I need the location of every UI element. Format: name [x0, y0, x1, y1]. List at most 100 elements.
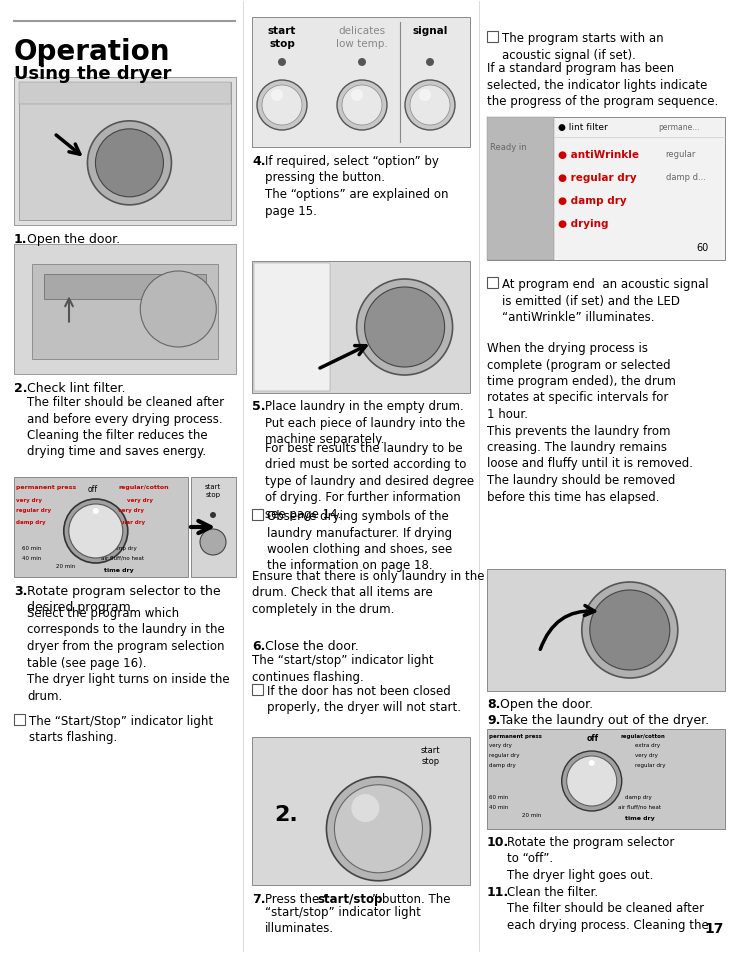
- Text: ” button. The: ” button. The: [372, 892, 450, 905]
- Text: 20 min: 20 min: [56, 563, 75, 568]
- Bar: [487, 118, 725, 261]
- Circle shape: [334, 785, 422, 873]
- Circle shape: [405, 81, 455, 131]
- Circle shape: [419, 90, 431, 102]
- Text: start/stop: start/stop: [317, 892, 382, 905]
- Text: regular/cotton: regular/cotton: [620, 733, 665, 739]
- Text: Open the door.: Open the door.: [27, 233, 120, 246]
- Text: Select the program which
corresponds to the laundry in the
dryer from the progra: Select the program which corresponds to …: [27, 606, 230, 701]
- Text: damp dry: damp dry: [489, 762, 516, 767]
- Circle shape: [200, 530, 226, 556]
- Circle shape: [358, 59, 366, 67]
- Text: very dry: very dry: [489, 742, 512, 747]
- Text: The “Start/Stop” indicator light
starts flashing.: The “Start/Stop” indicator light starts …: [29, 714, 213, 743]
- Text: 11.: 11.: [487, 885, 509, 898]
- Text: 60: 60: [697, 243, 708, 253]
- Text: 2.: 2.: [274, 803, 297, 823]
- Text: At program end  an acoustic signal
is emitted (if set) and the LED
“antiWrinkle”: At program end an acoustic signal is emi…: [502, 277, 708, 324]
- Text: Rotate program selector to the
desired program.: Rotate program selector to the desired p…: [27, 584, 221, 614]
- Bar: [19, 83, 231, 221]
- Text: damp dry: damp dry: [625, 794, 652, 800]
- Text: permanent press: permanent press: [16, 484, 76, 490]
- Text: ● drying: ● drying: [559, 219, 609, 229]
- Bar: [254, 264, 331, 392]
- Circle shape: [210, 513, 216, 518]
- Circle shape: [582, 582, 677, 679]
- Circle shape: [590, 590, 670, 670]
- Circle shape: [337, 81, 387, 131]
- Text: ● antiWrinkle: ● antiWrinkle: [559, 150, 639, 160]
- Text: start
stop: start stop: [268, 26, 296, 49]
- Text: regular dry: regular dry: [489, 752, 520, 758]
- Text: regular dry: regular dry: [110, 519, 145, 524]
- Bar: [44, 274, 206, 299]
- Text: damp dry: damp dry: [110, 545, 137, 551]
- Circle shape: [87, 122, 171, 206]
- Text: 6.: 6.: [252, 639, 266, 652]
- Text: ● damp dry: ● damp dry: [559, 195, 627, 206]
- Bar: [14, 78, 236, 226]
- Bar: [487, 569, 725, 691]
- Circle shape: [567, 757, 617, 806]
- Text: Press the “: Press the “: [265, 892, 329, 905]
- Text: For best results the laundry to be
dried must be sorted according to
type of lau: For best results the laundry to be dried…: [265, 441, 474, 520]
- Bar: [14, 245, 236, 375]
- Text: 9.: 9.: [487, 713, 500, 726]
- Text: 7.: 7.: [252, 892, 266, 905]
- Bar: [487, 32, 498, 43]
- Text: Take the laundry out of the dryer.: Take the laundry out of the dryer.: [500, 713, 709, 726]
- Text: 20 min: 20 min: [522, 812, 541, 817]
- Text: Ready in: Ready in: [490, 143, 527, 152]
- Circle shape: [562, 751, 621, 811]
- Circle shape: [278, 59, 286, 67]
- Text: start
stop: start stop: [421, 745, 441, 765]
- Text: damp dry: damp dry: [16, 519, 46, 524]
- Circle shape: [351, 90, 363, 102]
- Text: 8.: 8.: [487, 698, 500, 710]
- Bar: [252, 738, 470, 885]
- Bar: [487, 277, 498, 289]
- Circle shape: [95, 130, 163, 197]
- Text: The “start/stop” indicator light
continues flashing.: The “start/stop” indicator light continu…: [252, 654, 434, 682]
- Text: ● lint filter: ● lint filter: [559, 123, 608, 132]
- Text: 5.: 5.: [252, 399, 266, 413]
- Text: regular: regular: [666, 150, 696, 159]
- Circle shape: [326, 777, 430, 881]
- Text: start
stop: start stop: [205, 483, 221, 497]
- Text: Open the door.: Open the door.: [500, 698, 593, 710]
- Bar: [252, 684, 263, 696]
- Circle shape: [365, 288, 444, 368]
- Bar: [487, 729, 725, 829]
- Text: Clean the filter.
The filter should be cleaned after
each drying process. Cleani: Clean the filter. The filter should be c…: [507, 885, 708, 931]
- Text: very dry: very dry: [16, 497, 42, 502]
- Text: regular dry: regular dry: [16, 507, 51, 513]
- Text: regular dry: regular dry: [635, 762, 665, 767]
- Circle shape: [589, 760, 595, 766]
- Text: air fluff/no heat: air fluff/no heat: [618, 804, 661, 809]
- Text: Ensure that there is only laundry in the
drum. Check that all items are
complete: Ensure that there is only laundry in the…: [252, 569, 485, 616]
- Text: When the drying process is
complete (program or selected
time program ended), th: When the drying process is complete (pro…: [487, 341, 693, 503]
- Text: permane...: permane...: [658, 123, 700, 132]
- Bar: [252, 18, 470, 148]
- Text: 40 min: 40 min: [489, 804, 508, 809]
- Text: damp d...: damp d...: [666, 172, 706, 182]
- Text: ● regular dry: ● regular dry: [559, 172, 637, 183]
- Text: delicates
low temp.: delicates low temp.: [336, 26, 388, 49]
- Bar: [14, 477, 188, 578]
- Text: very dry: very dry: [127, 497, 153, 502]
- Text: If the door has not been closed
properly, the dryer will not start.: If the door has not been closed properly…: [267, 684, 461, 714]
- Circle shape: [257, 81, 307, 131]
- Text: very dry: very dry: [635, 752, 658, 758]
- Text: air fluff/no heat: air fluff/no heat: [101, 556, 144, 560]
- Text: time dry: time dry: [625, 815, 655, 821]
- Bar: [14, 714, 25, 725]
- Text: Observe drying symbols of the
laundry manufacturer. If drying
woolen clothing an: Observe drying symbols of the laundry ma…: [267, 510, 452, 572]
- Text: time dry: time dry: [105, 567, 134, 573]
- Text: “start/stop” indicator light
illuminates.: “start/stop” indicator light illuminates…: [265, 905, 421, 935]
- Bar: [19, 83, 231, 105]
- Text: regular/cotton: regular/cotton: [118, 484, 169, 490]
- Text: Operation: Operation: [14, 38, 170, 66]
- Text: Rotate the program selector
to “off”.
The dryer light goes out.: Rotate the program selector to “off”. Th…: [507, 835, 675, 882]
- Text: 17: 17: [705, 921, 724, 935]
- Text: off: off: [88, 484, 98, 494]
